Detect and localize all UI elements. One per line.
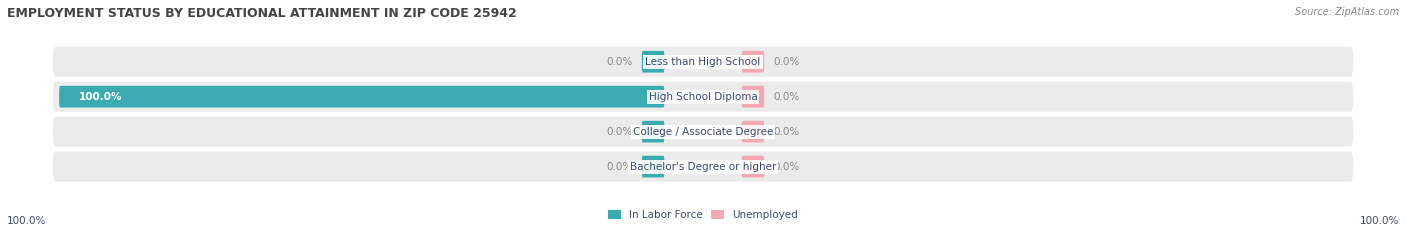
Text: 0.0%: 0.0% bbox=[606, 127, 633, 137]
Text: 0.0%: 0.0% bbox=[773, 127, 800, 137]
Text: High School Diploma: High School Diploma bbox=[648, 92, 758, 102]
FancyBboxPatch shape bbox=[59, 86, 665, 108]
FancyBboxPatch shape bbox=[52, 116, 1354, 147]
Text: 0.0%: 0.0% bbox=[773, 92, 800, 102]
FancyBboxPatch shape bbox=[641, 121, 665, 142]
FancyBboxPatch shape bbox=[641, 156, 665, 178]
Text: 100.0%: 100.0% bbox=[1360, 216, 1399, 226]
Text: Source: ZipAtlas.com: Source: ZipAtlas.com bbox=[1295, 7, 1399, 17]
Text: 0.0%: 0.0% bbox=[606, 57, 633, 67]
Text: 0.0%: 0.0% bbox=[606, 162, 633, 171]
FancyBboxPatch shape bbox=[741, 86, 765, 108]
FancyBboxPatch shape bbox=[741, 156, 765, 178]
Legend: In Labor Force, Unemployed: In Labor Force, Unemployed bbox=[605, 206, 801, 224]
Text: Less than High School: Less than High School bbox=[645, 57, 761, 67]
Text: 0.0%: 0.0% bbox=[773, 57, 800, 67]
Text: 100.0%: 100.0% bbox=[79, 92, 122, 102]
FancyBboxPatch shape bbox=[741, 121, 765, 142]
FancyBboxPatch shape bbox=[52, 47, 1354, 77]
Text: EMPLOYMENT STATUS BY EDUCATIONAL ATTAINMENT IN ZIP CODE 25942: EMPLOYMENT STATUS BY EDUCATIONAL ATTAINM… bbox=[7, 7, 517, 20]
FancyBboxPatch shape bbox=[741, 51, 765, 73]
Text: College / Associate Degree: College / Associate Degree bbox=[633, 127, 773, 137]
FancyBboxPatch shape bbox=[52, 152, 1354, 182]
Text: Bachelor's Degree or higher: Bachelor's Degree or higher bbox=[630, 162, 776, 171]
FancyBboxPatch shape bbox=[52, 82, 1354, 112]
Text: 100.0%: 100.0% bbox=[7, 216, 46, 226]
Text: 0.0%: 0.0% bbox=[773, 162, 800, 171]
FancyBboxPatch shape bbox=[641, 51, 665, 73]
